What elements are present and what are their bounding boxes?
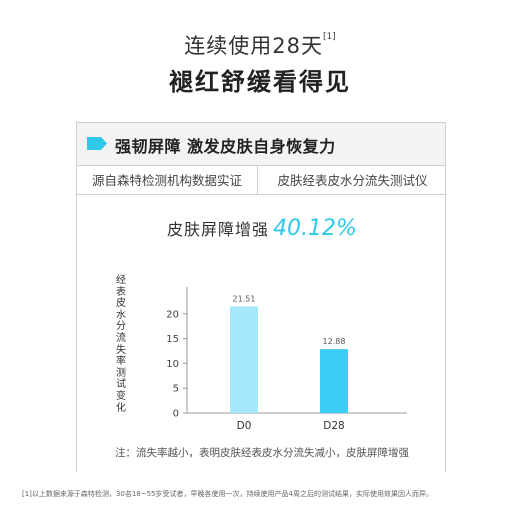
barrier-headline-text: 皮肤屏障增强 (167, 220, 270, 239)
x-tick-label: D0 (237, 420, 252, 432)
source-lab-label: 源自森特检测机构数据实证 (91, 173, 242, 188)
footnote-ref: [1] (322, 32, 336, 42)
y-axis-label: 经表皮水分流失率测试变化 (116, 275, 126, 414)
tag-arrow-icon (87, 137, 107, 150)
y-tick-label: 20 (166, 309, 179, 320)
headline-line-1: 连续使用28天[1] (0, 30, 520, 60)
card-header: 强韧屏障 激发皮肤自身恢复力 (77, 123, 445, 165)
test-instrument-label: 皮肤经表皮水分流失测试仪 (257, 166, 447, 196)
footnote: [1]以上数据来源于森特检测，30名18~55岁受试者，早晚各使用一次，持续使用… (22, 490, 433, 498)
value-label: 12.88 (323, 337, 346, 346)
chart-note: 注：流失率越小，表明皮肤经表皮水分流失减小，皮肤屏障增强 (115, 447, 409, 459)
y-tick-label: 10 (166, 359, 179, 370)
source-row: 源自森特检测机构数据实证 皮肤经表皮水分流失测试仪 (77, 165, 447, 196)
headline-days-text: 连续使用28天 (184, 34, 323, 58)
card-title: 强韧屏障 激发皮肤自身恢复力 (115, 137, 336, 156)
bar-d0 (230, 306, 258, 413)
y-tick-label: 15 (166, 334, 179, 345)
bar-d28 (320, 349, 348, 413)
y-tick-label: 5 (173, 384, 179, 395)
result-card: 强韧屏障 激发皮肤自身恢复力 源自森特检测机构数据实证 皮肤经表皮水分流失测试仪… (76, 122, 446, 472)
chart-panel (77, 195, 445, 472)
barrier-percent: 40.12% (273, 216, 357, 241)
value-label: 21.51 (233, 294, 256, 303)
y-tick-label: 0 (173, 409, 179, 420)
tewl-bar-chart: 0 5 10 15 20 21.51 D0 12.88 D28 (166, 287, 407, 432)
x-tick-label: D28 (323, 420, 344, 432)
barrier-headline: 皮肤屏障增强 40.12% (77, 216, 447, 241)
headline-line-2: 褪红舒缓看得见 (169, 68, 351, 96)
